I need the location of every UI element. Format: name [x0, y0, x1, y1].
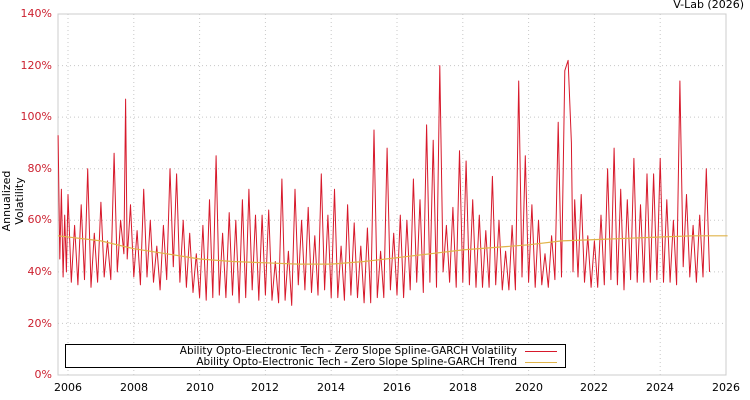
- x-tick: 2014: [317, 381, 345, 394]
- legend-label: Ability Opto-Electronic Tech - Zero Slop…: [196, 356, 517, 368]
- x-tick: 2026: [712, 381, 740, 394]
- legend-item-trend: Ability Opto-Electronic Tech - Zero Slop…: [196, 356, 557, 368]
- y-tick: 60%: [27, 213, 52, 226]
- x-tick: 2022: [580, 381, 608, 394]
- y-tick: 100%: [20, 110, 52, 123]
- x-tick: 2020: [515, 381, 543, 394]
- x-tick: 2016: [383, 381, 411, 394]
- chart-legend: Ability Opto-Electronic Tech - Zero Slop…: [65, 344, 566, 368]
- legend-swatch-yellow: [525, 361, 557, 363]
- y-tick: 120%: [20, 59, 52, 72]
- legend-swatch-red: [525, 350, 557, 352]
- legend-item-volatility: Ability Opto-Electronic Tech - Zero Slop…: [180, 345, 557, 357]
- trend-line: [58, 235, 728, 265]
- y-tick: 140%: [20, 7, 52, 20]
- x-tick: 2010: [186, 381, 214, 394]
- legend-label: Ability Opto-Electronic Tech - Zero Slop…: [179, 345, 517, 357]
- chart-credit: V-Lab (2026): [673, 0, 744, 11]
- volatility-line: [57, 59, 710, 306]
- x-tick: 2018: [449, 381, 477, 394]
- y-tick: 40%: [27, 265, 52, 278]
- x-tick: 2024: [646, 381, 674, 394]
- x-tick: 2006: [54, 381, 82, 394]
- y-tick: 20%: [27, 317, 52, 330]
- x-tick: 2008: [120, 381, 148, 394]
- y-tick: 0%: [34, 368, 52, 381]
- y-tick: 80%: [27, 162, 52, 175]
- x-tick: 2012: [251, 381, 279, 394]
